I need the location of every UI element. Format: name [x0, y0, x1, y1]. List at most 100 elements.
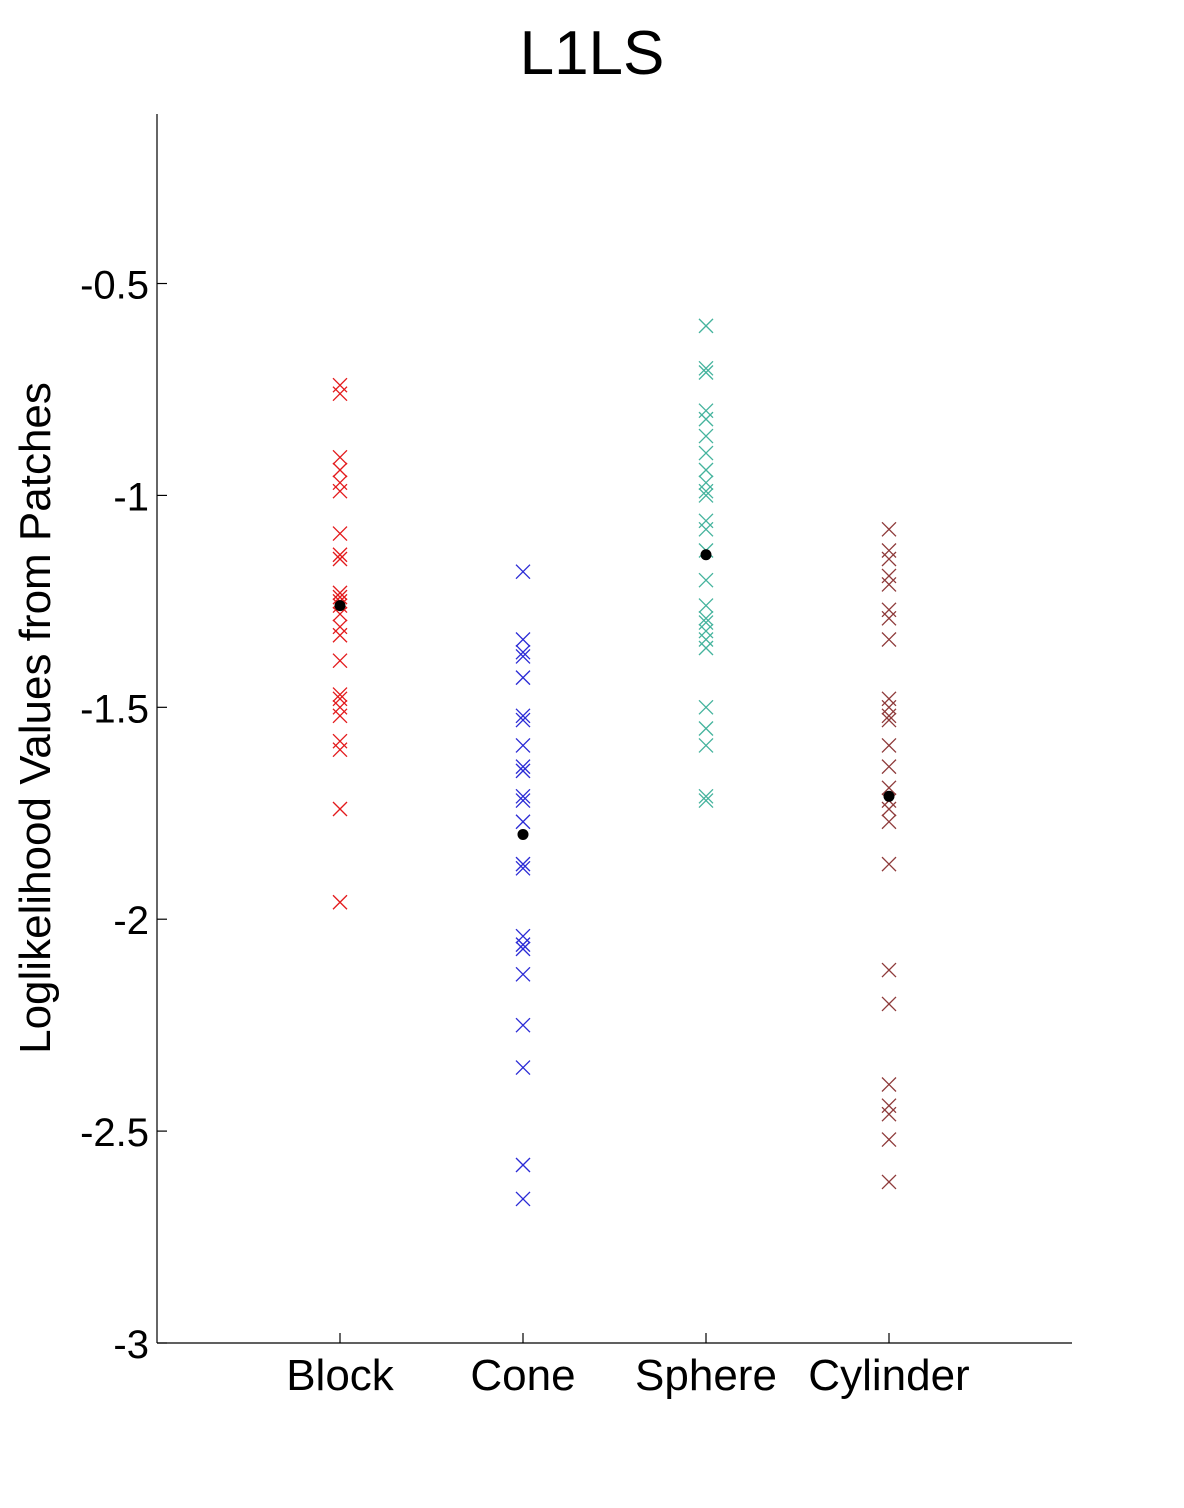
data-point-cylinder — [881, 551, 897, 567]
data-point-cylinder — [881, 521, 897, 537]
data-point-cone — [515, 1060, 531, 1075]
data-point-cylinder — [881, 602, 897, 618]
data-point-cone — [515, 1191, 531, 1207]
data-point-cylinder — [881, 759, 897, 775]
data-point-block — [332, 699, 348, 715]
data-point-cone — [515, 1157, 531, 1173]
mean-point-cone — [517, 828, 529, 840]
data-point-cone — [515, 632, 531, 647]
data-point-sphere — [698, 483, 714, 499]
data-point-sphere — [698, 793, 714, 809]
data-point-cylinder — [881, 543, 897, 558]
data-point-cylinder — [881, 1098, 897, 1114]
x-tick-label: Cone — [470, 1351, 575, 1400]
mean-point-block — [334, 600, 346, 612]
data-point-cone — [515, 1017, 531, 1033]
data-point-sphere — [698, 475, 714, 491]
data-point-cone — [515, 737, 531, 753]
data-point-block — [332, 462, 348, 478]
data-point-cylinder — [881, 780, 897, 796]
data-point-cone — [515, 564, 531, 580]
data-point-sphere — [698, 445, 714, 461]
data-point-sphere — [698, 428, 714, 444]
mean-point-sphere — [700, 549, 712, 561]
x-tick-label: Block — [286, 1351, 395, 1400]
data-point-cone — [515, 860, 531, 876]
data-point-cone — [515, 937, 531, 953]
data-point-block — [332, 475, 348, 491]
data-point-cone — [515, 941, 531, 957]
data-point-cylinder — [881, 576, 897, 592]
data-point-cone — [515, 759, 531, 775]
data-point-cone — [515, 644, 531, 660]
x-tick-label: Sphere — [635, 1351, 777, 1400]
mean-point-cylinder — [883, 790, 895, 802]
data-point-cylinder — [881, 691, 897, 707]
y-tick-label: -2 — [113, 899, 149, 943]
data-point-block — [332, 386, 348, 402]
data-point-sphere — [698, 737, 714, 753]
data-point-cone — [515, 708, 531, 724]
data-point-cylinder — [881, 962, 897, 978]
data-point-sphere — [698, 365, 714, 380]
data-point-block — [332, 708, 348, 724]
x-tick-label: Cylinder — [808, 1351, 969, 1400]
data-point-sphere — [698, 788, 714, 804]
data-point-block — [332, 801, 348, 817]
data-point-block — [332, 606, 348, 622]
data-point-cone — [515, 670, 531, 686]
y-tick-label: -1 — [113, 475, 149, 519]
data-point-cylinder — [881, 632, 897, 647]
data-point-block — [332, 449, 348, 465]
data-point-cone — [515, 763, 531, 779]
data-point-cylinder — [881, 1174, 897, 1190]
data-point-sphere — [698, 610, 714, 626]
data-point-sphere — [698, 318, 714, 334]
data-point-cylinder — [881, 712, 897, 728]
data-point-block — [332, 742, 348, 758]
data-point-block — [332, 627, 348, 643]
data-point-sphere — [698, 513, 714, 529]
axes: -3 -2.5 -2 -1.5 -1 -0.5 Block Cone Sphere Cylinde… — [80, 114, 1072, 1400]
data-point-cylinder — [881, 699, 897, 715]
y-tick-label: -0.5 — [80, 264, 149, 308]
data-point-cylinder — [881, 814, 897, 830]
data-point-sphere — [698, 721, 714, 736]
data-point-block — [332, 619, 348, 635]
data-point-cone — [515, 788, 531, 804]
data-point-block — [332, 687, 348, 703]
data-point-block — [332, 894, 348, 910]
data-point-sphere — [698, 411, 714, 427]
data-point-cone — [515, 793, 531, 809]
data-point-sphere — [698, 521, 714, 537]
data-point-cone — [515, 928, 531, 944]
data-point-cylinder — [881, 737, 897, 753]
data-point-cylinder — [881, 568, 897, 584]
data-point-sphere — [698, 487, 714, 503]
data-point-block — [332, 653, 348, 669]
data-point-block — [332, 551, 348, 567]
data-point-block — [332, 733, 348, 749]
data-point-cylinder — [881, 1132, 897, 1148]
y-tick-label: -1.5 — [80, 687, 149, 731]
data-point-cylinder — [881, 856, 897, 872]
data-point-cylinder — [881, 708, 897, 724]
chart-title: L1LS — [519, 19, 665, 88]
y-tick-label: -3 — [113, 1323, 149, 1367]
data-point-cone — [515, 712, 531, 728]
data-point-cylinder — [881, 1106, 897, 1122]
data-point-cylinder — [881, 996, 897, 1012]
data-point-cone — [515, 966, 531, 982]
data-point-cone — [515, 814, 531, 830]
data-point-block — [332, 547, 348, 563]
data-point-block — [332, 483, 348, 499]
data-point-sphere — [698, 699, 714, 715]
data-point-sphere — [698, 598, 714, 614]
chart-marks — [332, 318, 897, 1207]
data-point-sphere — [698, 403, 714, 419]
data-point-sphere — [698, 623, 714, 639]
data-point-sphere — [698, 572, 714, 588]
data-point-block — [332, 377, 348, 393]
data-point-cylinder — [881, 1077, 897, 1092]
